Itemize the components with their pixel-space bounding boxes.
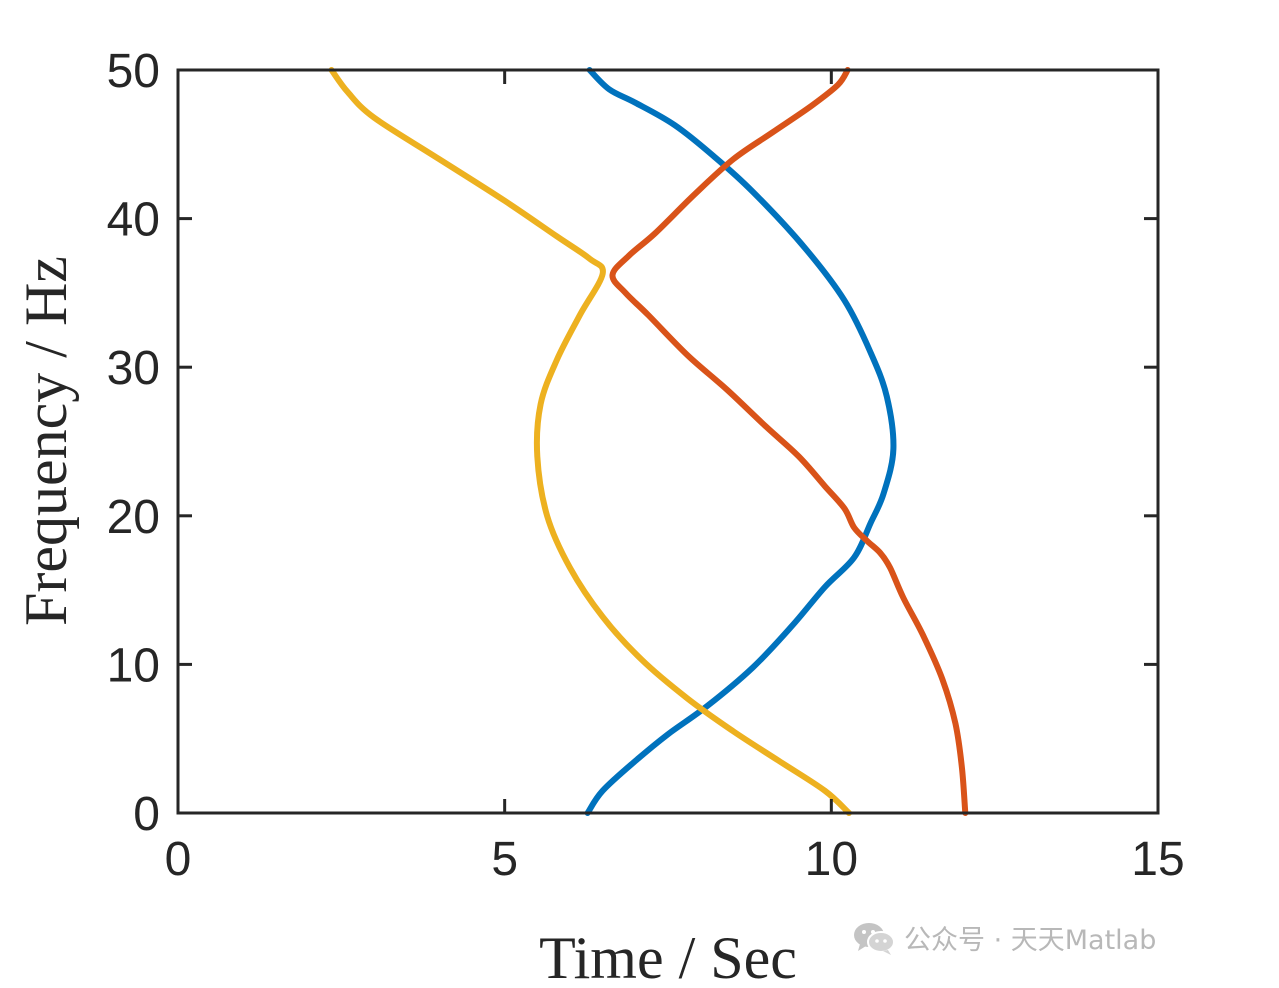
x-tick-label: 5 (491, 833, 518, 886)
y-axis-title: Frequency / Hz (13, 256, 79, 626)
x-axis-title: Time / Sec (539, 925, 797, 988)
watermark: 公众号 · 天天Matlab (852, 918, 1156, 957)
x-tick-label: 10 (805, 833, 858, 886)
y-tick-label: 10 (107, 639, 160, 692)
y-tick-label: 30 (107, 342, 160, 395)
x-tick-label: 0 (165, 833, 192, 886)
y-tick-label: 40 (107, 194, 160, 247)
y-tick-label: 0 (133, 788, 160, 841)
y-tick-label: 20 (107, 491, 160, 544)
series-line-1 (584, 67, 897, 816)
series-line-3 (328, 67, 852, 816)
ticks-layer: 0 5 10 15 0 10 20 30 40 50 (107, 45, 1185, 886)
plot-area-box (176, 68, 1160, 815)
y-tick-label: 50 (107, 45, 160, 98)
series-line-2 (609, 67, 969, 816)
series-layer (328, 67, 969, 816)
watermark-text: 公众号 · 天天Matlab (904, 925, 1157, 956)
x-tick-label: 15 (1131, 833, 1184, 886)
wechat-icon (854, 922, 895, 955)
